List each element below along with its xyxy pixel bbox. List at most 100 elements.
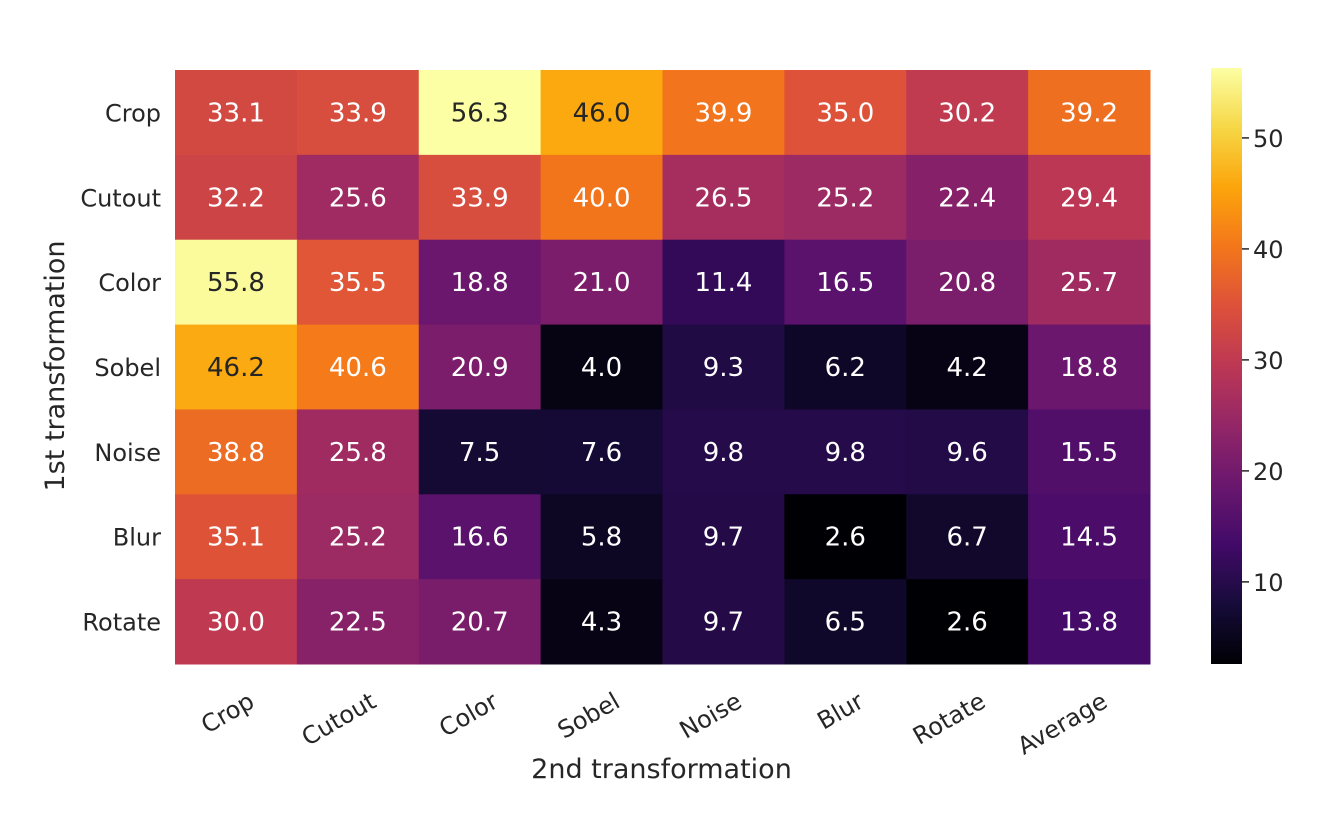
heatmap-cell-value: 4.3 xyxy=(581,608,622,638)
heatmap-cell-value: 18.8 xyxy=(1060,353,1118,383)
heatmap-cell-value: 46.2 xyxy=(207,353,265,383)
heatmap-cell-value: 40.6 xyxy=(329,353,387,383)
heatmap-cell-value: 18.8 xyxy=(451,268,509,298)
heatmap-cell-value: 25.7 xyxy=(1060,268,1118,298)
heatmap-cell-value: 33.9 xyxy=(329,98,387,128)
heatmap-cell xyxy=(1028,579,1151,665)
heatmap-cell xyxy=(296,579,420,665)
heatmap-cell xyxy=(1028,324,1151,410)
heatmap-cell xyxy=(296,324,420,410)
heatmap-cell xyxy=(175,324,298,410)
heatmap-cell-value: 35.0 xyxy=(816,98,874,128)
y-axis-tick-label: Crop xyxy=(105,99,161,127)
heatmap-cell xyxy=(906,70,1029,156)
heatmap-cell xyxy=(418,70,542,156)
heatmap-cell xyxy=(906,239,1029,326)
x-axis-tick-label: Crop xyxy=(196,687,259,739)
heatmap-cell-value: 9.8 xyxy=(703,438,744,468)
heatmap-cell-value: 40.0 xyxy=(573,183,631,213)
colorbar-tick-label: 20 xyxy=(1253,458,1284,486)
x-axis-tick-label: Sobel xyxy=(553,687,625,745)
x-axis-title: 2nd transformation xyxy=(531,754,792,785)
heatmap-cell xyxy=(418,494,542,580)
heatmap-cell-value: 33.9 xyxy=(451,183,509,213)
heatmap-cell-value: 16.6 xyxy=(451,523,509,553)
heatmap-cell-value: 20.9 xyxy=(451,353,509,383)
heatmap-cell xyxy=(175,409,298,495)
colorbar-tick-label: 50 xyxy=(1253,125,1284,153)
heatmap-cell xyxy=(906,409,1029,495)
x-axis-tick-label: Average xyxy=(1013,687,1112,761)
heatmap-cell-value: 6.5 xyxy=(825,608,866,638)
heatmap-cell-value: 22.4 xyxy=(938,183,996,213)
heatmap-cell xyxy=(418,409,542,495)
x-axis-tick-label: Blur xyxy=(813,687,869,735)
heatmap-cell-value: 9.8 xyxy=(825,438,866,468)
heatmap-cell xyxy=(540,579,663,665)
heatmap-cell-value: 14.5 xyxy=(1060,523,1118,553)
colorbar-ticks: 10 20 30 40 50 xyxy=(1242,125,1284,597)
heatmap-cell-value: 38.8 xyxy=(207,438,265,468)
heatmap-cell xyxy=(296,154,420,241)
heatmap-cell xyxy=(662,154,785,241)
heatmap-cell-value: 22.5 xyxy=(329,608,387,638)
heatmap-cell-value: 25.2 xyxy=(329,523,387,553)
heatmap-cell xyxy=(662,409,785,495)
heatmap-cell xyxy=(906,154,1029,241)
heatmap-cell-value: 5.8 xyxy=(581,523,622,553)
heatmap-cell xyxy=(784,70,907,156)
heatmap-cells xyxy=(175,70,1151,665)
heatmap-cell xyxy=(1028,239,1151,326)
heatmap-cell xyxy=(175,494,298,580)
heatmap-cell xyxy=(175,239,298,326)
heatmap-cell xyxy=(540,239,663,326)
heatmap-cell xyxy=(784,324,907,410)
heatmap-cell xyxy=(1028,494,1151,580)
heatmap-cell xyxy=(418,239,542,326)
heatmap-cell-value: 26.5 xyxy=(694,183,752,213)
y-axis-title: 1st transformation xyxy=(40,240,71,491)
x-axis-tick-label: Color xyxy=(434,687,502,743)
heatmap-cell xyxy=(784,579,907,665)
colorbar-tick-label: 10 xyxy=(1253,569,1284,597)
heatmap-cell xyxy=(418,154,542,241)
x-axis-tick-labels: Crop Cutout Color Sobel Noise Blur Rotate Avera… xyxy=(196,687,1112,761)
heatmap-cell xyxy=(175,579,298,665)
heatmap-cell-value: 25.2 xyxy=(816,183,874,213)
heatmap-cell-value: 9.3 xyxy=(703,353,744,383)
heatmap-cell-value: 2.6 xyxy=(825,523,866,553)
heatmap-cell xyxy=(906,324,1029,410)
heatmap-cell xyxy=(540,324,663,410)
heatmap-cell xyxy=(540,494,663,580)
heatmap-cell xyxy=(662,70,785,156)
heatmap-cell-value: 20.8 xyxy=(938,268,996,298)
heatmap-cell xyxy=(906,494,1029,580)
heatmap-cell-value: 13.8 xyxy=(1060,608,1118,638)
heatmap-cell-value: 55.8 xyxy=(207,268,265,298)
heatmap-cell xyxy=(1028,70,1151,156)
heatmap-cell xyxy=(662,239,785,326)
heatmap-cell-value: 6.2 xyxy=(825,353,866,383)
heatmap-cell-value: 25.6 xyxy=(329,183,387,213)
heatmap-cell-value: 9.7 xyxy=(703,523,744,553)
heatmap-cell xyxy=(296,494,420,580)
y-axis-tick-label: Noise xyxy=(94,439,161,467)
heatmap-cell-value: 39.2 xyxy=(1060,98,1118,128)
heatmap-cell-value: 33.1 xyxy=(207,98,265,128)
heatmap-cell xyxy=(540,154,663,241)
heatmap-cell-value: 25.8 xyxy=(329,438,387,468)
heatmap-cell-value: 21.0 xyxy=(573,268,631,298)
heatmap-cell xyxy=(296,239,420,326)
heatmap-cell-value: 11.4 xyxy=(694,268,752,298)
heatmap-cell xyxy=(662,324,785,410)
y-axis-tick-label: Sobel xyxy=(94,354,161,382)
heatmap-cell-labels: 33.1 33.9 56.3 46.0 39.9 35.0 30.2 39.2 32.2 25.6… xyxy=(207,98,1118,637)
y-axis-tick-label: Rotate xyxy=(82,609,161,637)
heatmap-cell-value: 6.7 xyxy=(947,523,988,553)
x-axis-tick-label: Noise xyxy=(675,687,747,745)
heatmap-cell-value: 9.7 xyxy=(703,608,744,638)
heatmap-cell xyxy=(540,70,663,156)
heatmap-cell xyxy=(784,494,907,580)
